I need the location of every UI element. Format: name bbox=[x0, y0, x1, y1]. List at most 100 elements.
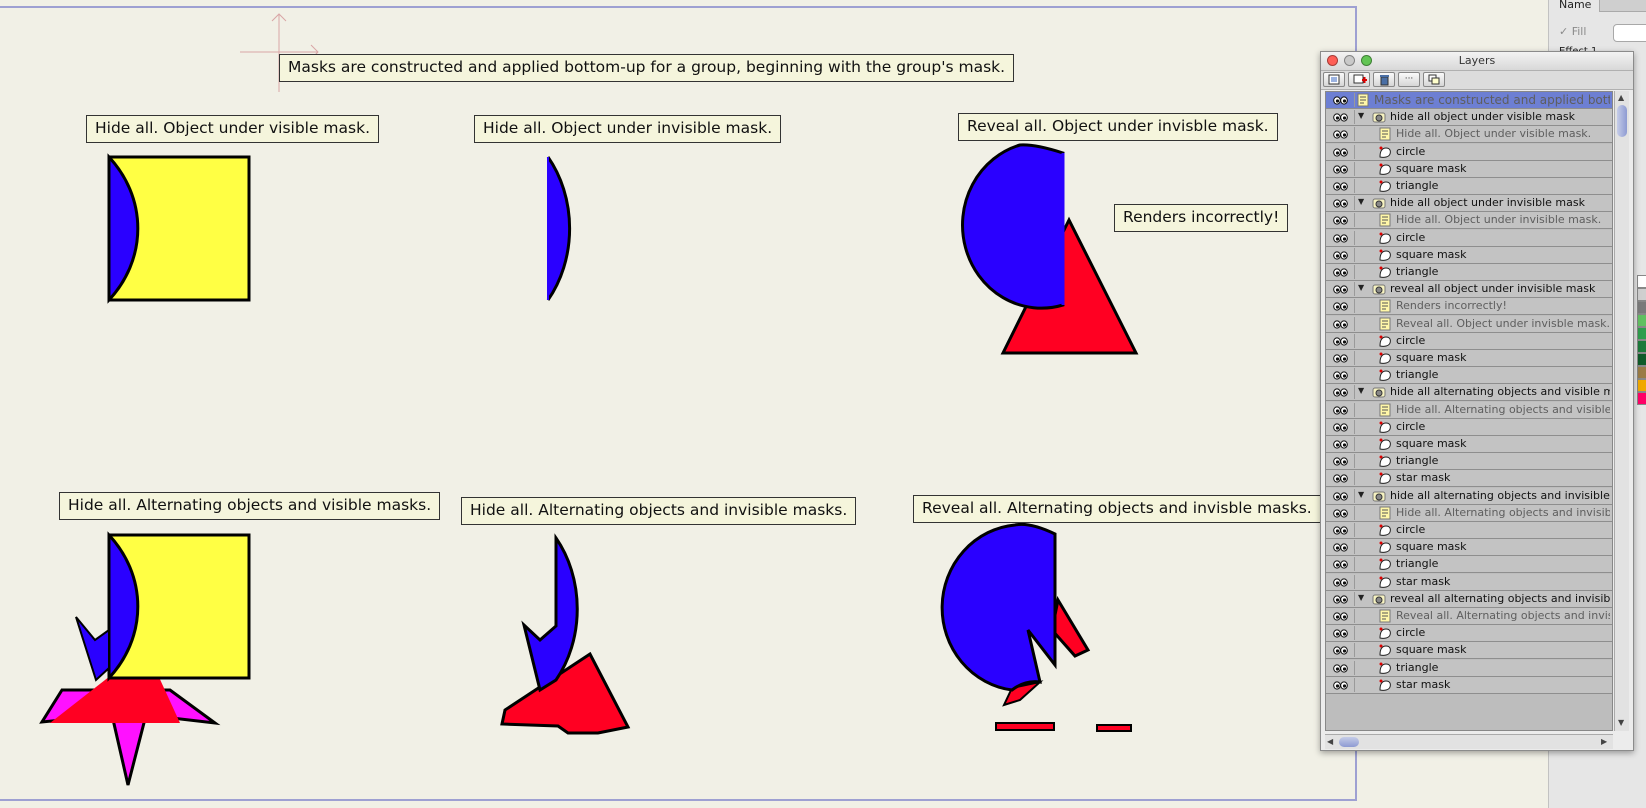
more-button[interactable]: ··· bbox=[1398, 72, 1420, 87]
visibility-toggle[interactable] bbox=[1328, 196, 1355, 211]
note-hide-visible[interactable]: Hide all. Object under visible mask. bbox=[86, 115, 380, 143]
layer-row[interactable]: Reveal all. Alternating objects and invi… bbox=[1326, 608, 1612, 625]
visibility-toggle[interactable] bbox=[1328, 385, 1355, 400]
layers-list[interactable]: Masks are constructed and applied bott ▼ h… bbox=[1325, 91, 1613, 731]
layer-row[interactable]: triangle bbox=[1326, 178, 1612, 195]
circle[interactable] bbox=[107, 531, 140, 682]
layer-row[interactable]: square mask bbox=[1326, 350, 1612, 367]
group-hide-alternating-invisible[interactable] bbox=[500, 533, 631, 735]
layer-group-row[interactable]: ▼ reveal all alternating objects and invi… bbox=[1326, 590, 1612, 608]
layer-row[interactable]: circle bbox=[1326, 522, 1612, 539]
fill-checkbox[interactable]: ✓ Fill bbox=[1559, 25, 1587, 38]
layers-horizontal-scrollbar[interactable]: ◀ ▶ bbox=[1325, 734, 1613, 749]
layer-row[interactable]: Hide all. Alternating objects and visibl… bbox=[1326, 401, 1612, 419]
zoom-button[interactable] bbox=[1361, 55, 1372, 66]
layer-row[interactable]: square mask bbox=[1326, 160, 1612, 178]
layer-group-row[interactable]: ▼ reveal all object under invisible mask bbox=[1326, 281, 1612, 299]
layers-titlebar[interactable]: Layers bbox=[1321, 52, 1633, 71]
layer-row[interactable]: square mask bbox=[1326, 246, 1612, 264]
note-hide-invisible[interactable]: Hide all. Object under invisible mask. bbox=[474, 115, 782, 143]
new-group-button[interactable] bbox=[1348, 72, 1370, 87]
color-swatch[interactable] bbox=[1637, 353, 1646, 366]
layer-row[interactable]: star mask bbox=[1326, 676, 1612, 694]
triangle[interactable] bbox=[500, 651, 631, 735]
new-layer-button[interactable] bbox=[1323, 72, 1345, 87]
layer-row[interactable]: star mask bbox=[1326, 573, 1612, 591]
color-swatch[interactable] bbox=[1637, 288, 1646, 301]
visibility-toggle[interactable] bbox=[1328, 299, 1355, 314]
visibility-toggle[interactable] bbox=[1328, 179, 1355, 193]
layer-group-row[interactable]: ▼ hide all alternating objects and invisi… bbox=[1326, 487, 1612, 505]
visibility-toggle[interactable] bbox=[1328, 144, 1355, 159]
color-swatch[interactable] bbox=[1637, 366, 1646, 379]
visibility-toggle[interactable] bbox=[1328, 488, 1355, 503]
visibility-toggle[interactable] bbox=[1328, 540, 1355, 555]
visibility-toggle[interactable] bbox=[1328, 591, 1355, 606]
visibility-toggle[interactable] bbox=[1328, 574, 1355, 589]
disclosure-triangle-icon[interactable]: ▼ bbox=[1358, 489, 1365, 499]
disclosure-triangle-icon[interactable]: ▼ bbox=[1358, 111, 1365, 121]
layer-group-row[interactable]: ▼ hide all object under invisible mask bbox=[1326, 195, 1612, 213]
layer-group-row[interactable]: ▼ hide all object under visible mask bbox=[1326, 109, 1612, 127]
visibility-toggle[interactable] bbox=[1328, 523, 1355, 537]
color-swatch[interactable] bbox=[1637, 340, 1646, 353]
layer-row[interactable]: triangle bbox=[1326, 264, 1612, 281]
layer-row[interactable]: Hide all. Object under invisible mask. bbox=[1326, 212, 1612, 230]
layer-row[interactable]: Hide all. Alternating objects and invisi… bbox=[1326, 504, 1612, 522]
note-reveal-alternating-invisible[interactable]: Reveal all. Alternating objects and invi… bbox=[913, 495, 1321, 523]
visibility-toggle[interactable] bbox=[1328, 316, 1355, 331]
layer-row[interactable]: circle bbox=[1326, 332, 1612, 350]
layer-row[interactable]: square mask bbox=[1326, 539, 1612, 557]
visibility-toggle[interactable] bbox=[1328, 333, 1355, 348]
scroll-up-icon[interactable]: ▲ bbox=[1618, 93, 1625, 102]
note-reveal-invisible[interactable]: Reveal all. Object under invisble mask. bbox=[958, 113, 1278, 141]
visibility-toggle[interactable] bbox=[1328, 626, 1355, 641]
layer-row[interactable]: triangle bbox=[1326, 659, 1612, 677]
visibility-toggle[interactable] bbox=[1328, 93, 1355, 107]
disclosure-triangle-icon[interactable]: ▼ bbox=[1358, 592, 1365, 602]
visibility-toggle[interactable] bbox=[1328, 402, 1355, 417]
circle[interactable] bbox=[940, 522, 1057, 692]
group-hide-invisible-mask[interactable] bbox=[546, 156, 572, 301]
visibility-toggle[interactable] bbox=[1328, 454, 1355, 469]
visibility-toggle[interactable] bbox=[1328, 282, 1355, 297]
note-renders-incorrectly[interactable]: Renders incorrectly! bbox=[1114, 204, 1289, 232]
color-swatch[interactable] bbox=[1637, 301, 1646, 314]
vertical-scroll-thumb[interactable] bbox=[1617, 105, 1627, 137]
scroll-down-icon[interactable]: ▼ bbox=[1618, 718, 1625, 727]
visibility-toggle[interactable] bbox=[1328, 419, 1355, 434]
visibility-toggle[interactable] bbox=[1328, 230, 1355, 245]
layer-row[interactable]: triangle bbox=[1326, 556, 1612, 574]
duplicate-button[interactable] bbox=[1423, 72, 1445, 87]
note-header[interactable]: Masks are constructed and applied bottom… bbox=[279, 54, 1015, 82]
layer-row[interactable]: circle bbox=[1326, 418, 1612, 436]
layer-row[interactable]: circle bbox=[1326, 625, 1612, 643]
layer-row[interactable]: triangle bbox=[1326, 367, 1612, 385]
note-hide-alternating-invisible[interactable]: Hide all. Alternating objects and invisi… bbox=[461, 497, 857, 525]
minimize-button[interactable] bbox=[1344, 55, 1355, 66]
visibility-toggle[interactable] bbox=[1328, 127, 1355, 142]
color-swatch[interactable] bbox=[1637, 314, 1646, 327]
layers-vertical-scrollbar[interactable]: ▲ ▼ bbox=[1614, 91, 1629, 731]
note-hide-alternating-visible[interactable]: Hide all. Alternating objects and visibl… bbox=[59, 492, 441, 520]
visibility-toggle[interactable] bbox=[1328, 110, 1355, 125]
disclosure-triangle-icon[interactable]: ▼ bbox=[1358, 386, 1365, 396]
delete-button[interactable] bbox=[1373, 72, 1395, 87]
visibility-toggle[interactable] bbox=[1328, 557, 1355, 572]
group-hide-visible-mask[interactable] bbox=[107, 153, 251, 304]
visibility-toggle[interactable] bbox=[1328, 643, 1355, 658]
visibility-toggle[interactable] bbox=[1328, 471, 1355, 486]
triangle[interactable] bbox=[1050, 595, 1091, 658]
layer-row[interactable]: circle bbox=[1326, 229, 1612, 247]
disclosure-triangle-icon[interactable]: ▼ bbox=[1358, 283, 1365, 293]
visibility-toggle[interactable] bbox=[1328, 161, 1355, 176]
name-field[interactable] bbox=[1599, 0, 1646, 12]
visibility-toggle[interactable] bbox=[1328, 213, 1355, 228]
disclosure-triangle-icon[interactable]: ▼ bbox=[1358, 197, 1365, 207]
color-swatch[interactable] bbox=[1637, 379, 1646, 392]
visibility-toggle[interactable] bbox=[1328, 677, 1355, 692]
color-swatch[interactable] bbox=[1637, 392, 1646, 405]
visibility-toggle[interactable] bbox=[1328, 351, 1355, 365]
scroll-right-icon[interactable]: ▶ bbox=[1601, 737, 1608, 746]
